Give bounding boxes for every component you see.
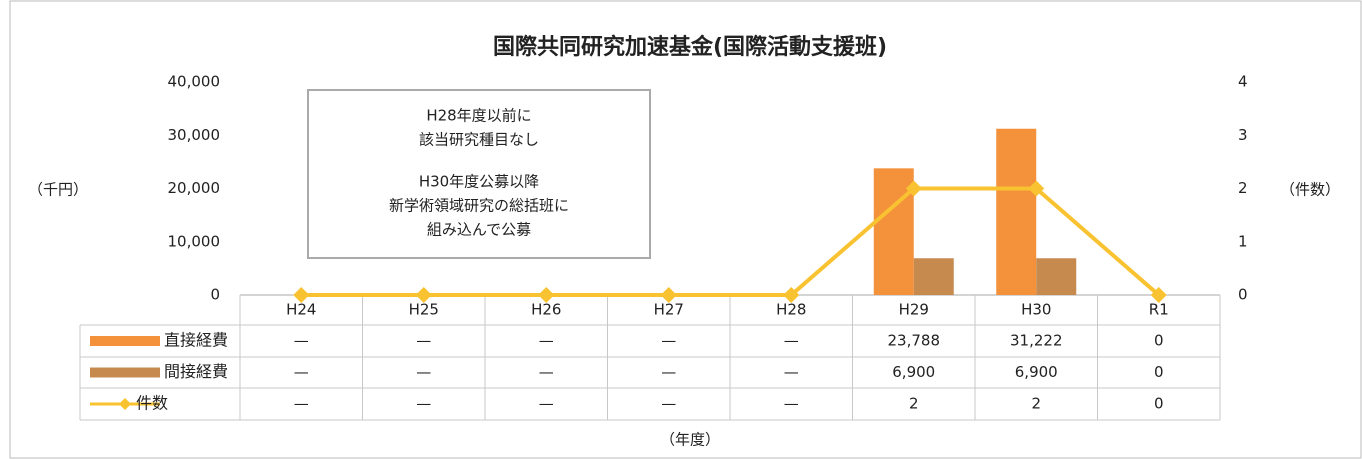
annotation-text: 該当研究種目なし: [419, 131, 539, 149]
y2-tick-label: 3: [1238, 126, 1248, 144]
y-axis-label: （千円）: [28, 181, 88, 199]
annotation-text: H30年度公募以降: [419, 173, 539, 191]
chart-border: [9, 0, 1362, 459]
y-tick-label: 20,000: [168, 179, 221, 197]
table-cell: —: [294, 363, 309, 381]
x-axis-label: （年度）: [660, 431, 720, 449]
table-cell: —: [416, 395, 431, 413]
bar: [996, 128, 1037, 295]
line-marker: [905, 180, 922, 197]
x-tick-label: H30: [1021, 301, 1051, 319]
table-cell: —: [416, 332, 431, 350]
table-cell: —: [294, 332, 309, 350]
line-marker: [660, 287, 677, 303]
line-marker: [415, 287, 432, 303]
y-tick-label: 10,000: [168, 232, 221, 250]
legend-key-marker: [119, 398, 131, 410]
table-cell: —: [784, 395, 799, 413]
y-tick-label: 30,000: [168, 126, 221, 144]
annotation-text: 組み込んで公募: [427, 221, 531, 239]
table-cell: —: [539, 395, 554, 413]
table-cell: —: [539, 363, 554, 381]
x-tick-label: H25: [409, 301, 439, 319]
x-tick-label: H29: [899, 301, 929, 319]
table-cell: 31,222: [1010, 332, 1063, 350]
table-cell: —: [539, 332, 554, 350]
table-cell: 2: [909, 395, 919, 413]
legend-key: [90, 367, 160, 378]
table-cell: —: [661, 363, 676, 381]
annotation-box: [307, 89, 651, 259]
table-cell: —: [661, 395, 676, 413]
legend-label: 直接経費: [164, 331, 228, 350]
legend-label: 間接経費: [164, 362, 228, 381]
table-cell: —: [294, 395, 309, 413]
y2-axis-label: （件数）: [1280, 181, 1340, 199]
y2-tick-label: 0: [1238, 286, 1248, 304]
table-cell: —: [416, 363, 431, 381]
x-tick-label: R1: [1149, 301, 1169, 319]
table-cell: 0: [1154, 332, 1164, 350]
x-tick-label: H26: [531, 301, 561, 319]
table-cell: 2: [1031, 395, 1041, 413]
table-cell: —: [784, 363, 799, 381]
x-tick-label: H28: [776, 301, 806, 319]
line-marker: [293, 287, 310, 303]
table-cell: 0: [1154, 363, 1164, 381]
legend-label: 件数: [136, 394, 168, 413]
table-cell: 23,788: [888, 332, 941, 350]
table-cell: 0: [1154, 395, 1164, 413]
line-marker: [1028, 180, 1045, 197]
chart-title: 国際共同研究加速基金(国際活動支援班): [493, 34, 887, 60]
y-tick-label: 0: [210, 286, 220, 304]
x-tick-label: H27: [654, 301, 684, 319]
table-cell: 6,900: [1015, 363, 1058, 381]
annotation-text: 新学術領域研究の総括班に: [389, 197, 569, 215]
y2-tick-label: 1: [1238, 232, 1248, 250]
bar: [1036, 258, 1077, 295]
y-tick-label: 40,000: [168, 73, 221, 91]
x-tick-label: H24: [286, 301, 316, 319]
table-cell: —: [661, 332, 676, 350]
table-cell: —: [784, 332, 799, 350]
line-marker: [1150, 287, 1167, 303]
line-marker: [783, 287, 800, 303]
bar: [913, 258, 954, 295]
y2-tick-label: 2: [1238, 179, 1248, 197]
legend-key: [90, 336, 160, 346]
line-marker: [538, 287, 555, 303]
table-cell: 6,900: [892, 363, 935, 381]
annotation-text: H28年度以前に: [426, 107, 531, 125]
line: [301, 186, 1161, 297]
y2-tick-label: 4: [1238, 73, 1248, 91]
